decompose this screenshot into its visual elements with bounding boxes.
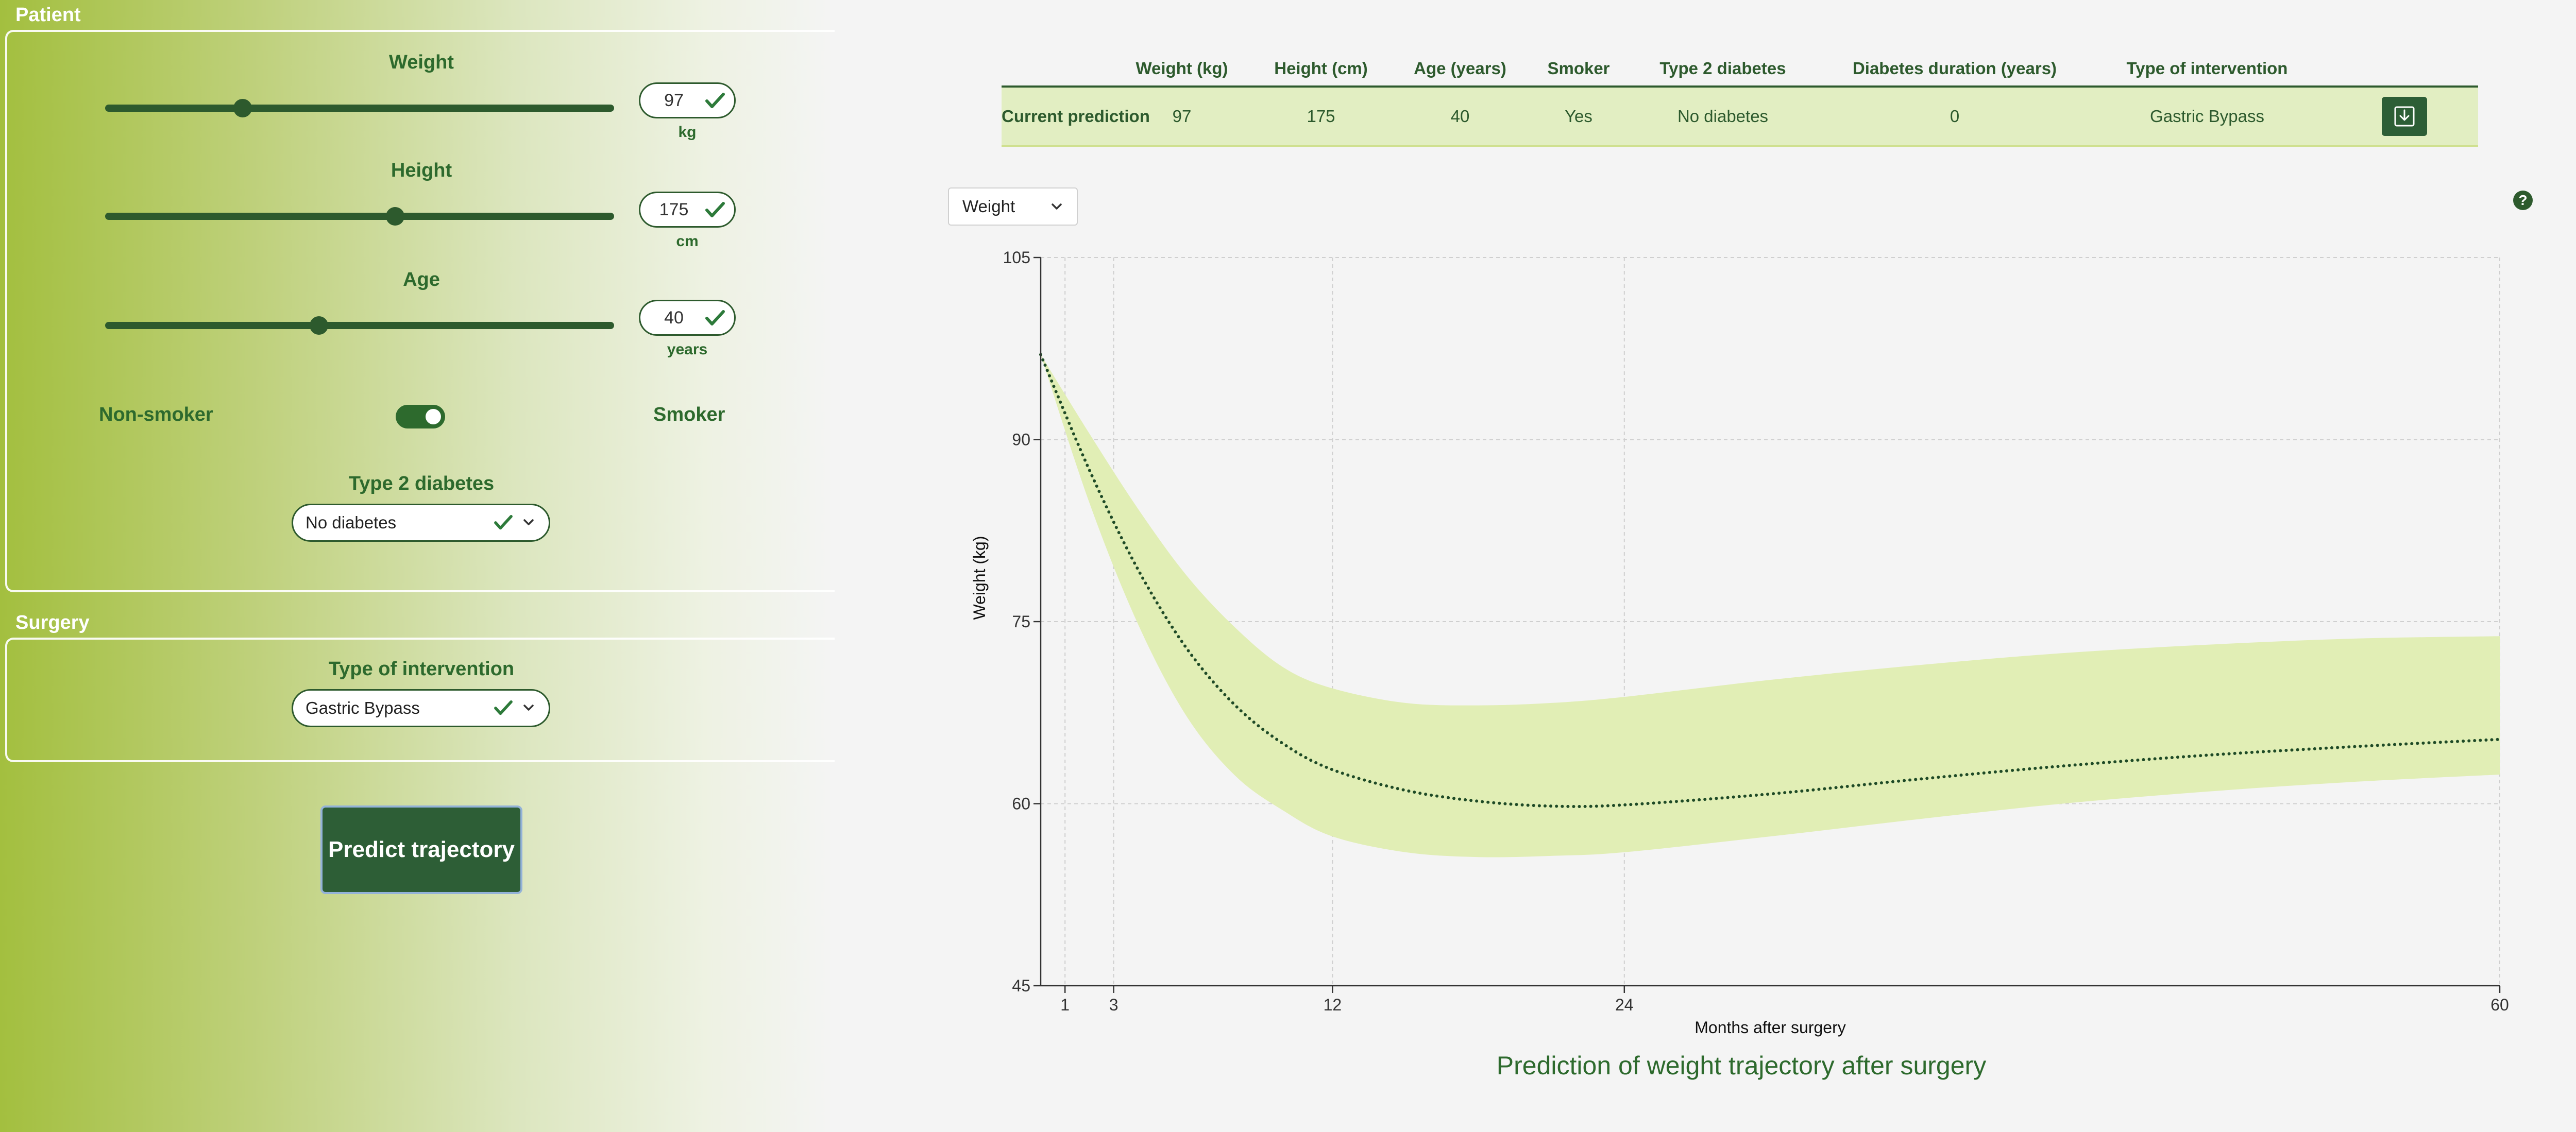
column-header [1002,52,1105,88]
download-icon [2394,106,2415,127]
y-tick-label: 105 [1003,248,1030,267]
table-cell: 40 [1383,87,1537,147]
table-cell: 175 [1259,87,1383,147]
predict-trajectory-button[interactable]: Predict trajectory [320,805,522,894]
age-input-value: 40 [664,308,684,328]
y-axis-label: Weight (kg) [970,536,989,620]
chevron-down-icon [523,519,534,525]
column-header-intervention: Type of intervention [2083,52,2331,88]
prediction-summary-table: Weight (kg) Height (cm) Age (years) Smok… [1002,52,2478,147]
check-icon [705,202,725,217]
smoker-toggle[interactable] [396,405,445,428]
toggle-knob [426,409,441,424]
age-unit: years [667,341,708,358]
y-tick-label: 60 [1012,795,1030,813]
confidence-band [1041,354,2500,857]
weight-label: Weight [389,52,454,73]
x-tick-label: 3 [1109,996,1118,1014]
table-cell: Yes [1537,87,1620,147]
weight-input-value: 97 [664,91,684,110]
x-axis-label: Months after surgery [1694,1018,1845,1037]
check-icon [494,514,513,530]
weight-slider-thumb[interactable] [233,99,252,117]
age-label: Age [403,269,440,290]
column-header-smoker: Smoker [1537,52,1620,88]
height-input-value: 175 [659,200,689,219]
x-tick-label: 12 [1324,996,1342,1014]
patient-section-title: Patient [15,4,81,26]
table-row: Current prediction 97 175 40 Yes No diab… [1002,87,2478,147]
non-smoker-label: Non-smoker [99,404,213,425]
input-panel: Patient Weight 97 kg Height 175 cm Age 4… [0,0,835,1132]
help-icon[interactable]: ? [2513,191,2533,210]
row-label: Current prediction [1002,87,1150,147]
age-slider-thumb[interactable] [309,316,328,335]
column-header-age: Age (years) [1383,52,1537,88]
diabetes-label: Type 2 diabetes [348,473,495,494]
age-slider[interactable] [105,316,614,335]
height-input[interactable]: 175 [639,192,736,228]
diabetes-select-value: No diabetes [306,513,397,532]
patient-section [5,30,835,592]
table-cell: 97 [1105,87,1259,147]
table-cell-actions [2331,87,2478,147]
height-unit: cm [676,233,699,250]
column-header-weight: Weight (kg) [1105,52,1259,88]
column-header [2331,52,2478,88]
table-header-row: Weight (kg) Height (cm) Age (years) Smok… [1002,52,2478,88]
y-tick-label: 75 [1012,612,1030,631]
x-tick-label: 1 [1060,996,1070,1014]
surgery-section-title: Surgery [15,612,90,633]
metric-select[interactable]: Weight [948,187,1078,226]
prediction-line [1039,353,2501,809]
intervention-select[interactable]: Gastric Bypass [292,689,550,727]
height-slider-thumb[interactable] [386,207,405,226]
intervention-select-value: Gastric Bypass [306,698,420,717]
weight-input[interactable]: 97 [639,82,736,118]
table-cell: Gastric Bypass [2083,87,2331,147]
metric-select-value: Weight [962,197,1015,216]
column-header-height: Height (cm) [1259,52,1383,88]
check-icon [705,93,725,108]
chevron-down-icon [523,705,534,711]
age-input[interactable]: 40 [639,300,736,336]
smoker-label: Smoker [653,404,725,425]
y-tick-label: 45 [1012,976,1030,995]
height-label: Height [391,160,452,181]
height-slider[interactable] [105,207,614,226]
check-icon [494,700,513,715]
check-icon [705,310,725,325]
x-tick-label: 60 [2490,996,2509,1014]
x-tick-label: 24 [1615,996,1634,1014]
y-tick-label: 90 [1012,431,1030,449]
weight-unit: kg [678,124,697,141]
weight-slider[interactable] [105,99,614,117]
chart-title: Prediction of weight trajectory after su… [1496,1051,1987,1080]
table-cell: No diabetes [1620,87,1826,147]
download-button[interactable] [2382,97,2427,136]
diabetes-select[interactable]: No diabetes [292,504,550,542]
surgery-section [5,638,835,762]
intervention-label: Type of intervention [328,658,515,680]
chevron-down-icon [1052,203,1062,210]
column-header-diabetes-duration: Diabetes duration (years) [1826,52,2083,88]
table-cell: 0 [1826,87,2083,147]
column-header-diabetes: Type 2 diabetes [1620,52,1826,88]
